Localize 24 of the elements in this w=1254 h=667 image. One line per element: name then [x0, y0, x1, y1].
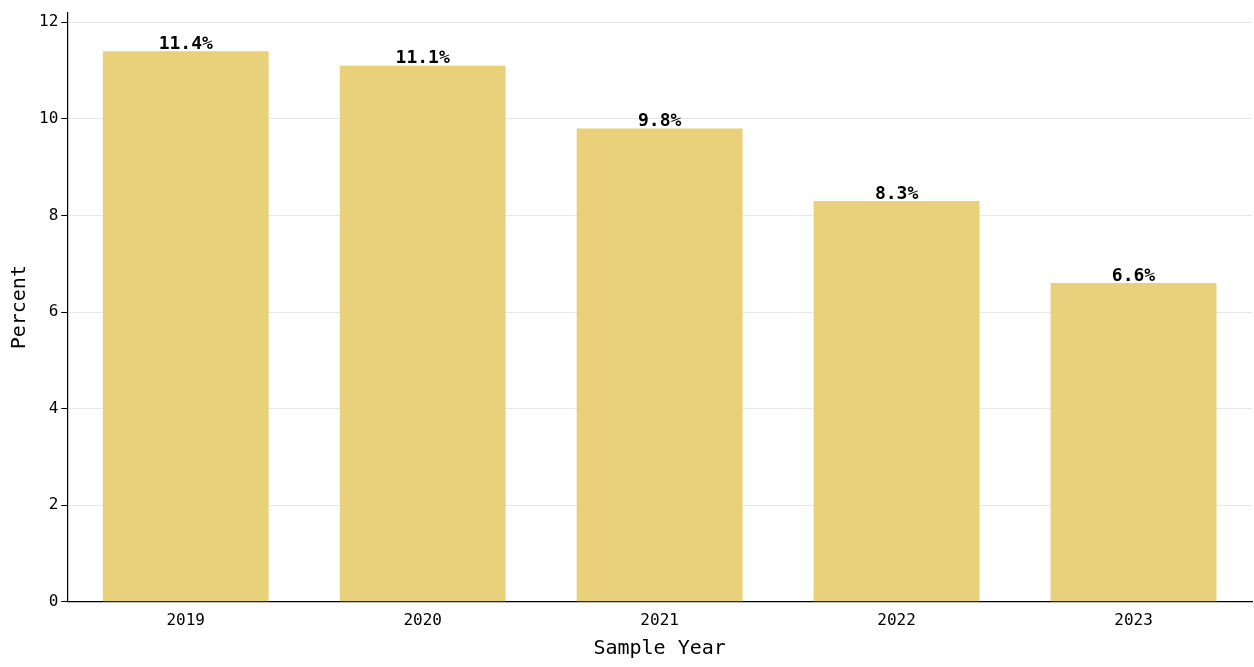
x-axis-title: Sample Year [593, 635, 726, 660]
y-tick-label: 8 [48, 204, 59, 224]
y-tick-label: 2 [48, 494, 59, 514]
x-tick-label: 2019 [166, 609, 205, 629]
y-tick-label: 12 [39, 11, 59, 31]
x-tick-label: 2021 [640, 609, 679, 629]
x-tick-label: 2020 [403, 609, 442, 629]
bar [813, 200, 980, 602]
x-tick-label: 2022 [877, 609, 916, 629]
y-tick-label: 0 [48, 590, 59, 610]
bar [339, 65, 506, 602]
data-label: 11.1% [395, 46, 450, 68]
y-tick-label: 4 [48, 397, 59, 417]
bar [102, 51, 269, 602]
data-label: 11.4% [158, 31, 213, 53]
bar [576, 128, 743, 602]
x-tick-label: 2023 [1114, 609, 1153, 629]
y-tick-label: 6 [48, 301, 59, 321]
data-label: 6.6% [1111, 263, 1156, 285]
bar [1050, 283, 1217, 602]
y-tick-label: 10 [39, 108, 59, 128]
data-label: 8.3% [874, 181, 919, 203]
data-label: 9.8% [637, 109, 682, 131]
y-axis-title: Percent [6, 265, 31, 350]
